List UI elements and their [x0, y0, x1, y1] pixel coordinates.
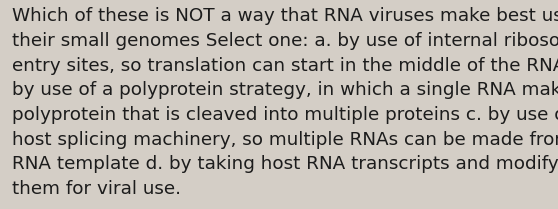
Text: Which of these is NOT a way that RNA viruses make best use of: Which of these is NOT a way that RNA vir…: [12, 7, 558, 25]
Text: polyprotein that is cleaved into multiple proteins c. by use of: polyprotein that is cleaved into multipl…: [12, 106, 558, 124]
Text: host splicing machinery, so multiple RNAs can be made from one: host splicing machinery, so multiple RNA…: [12, 131, 558, 149]
Text: RNA template d. by taking host RNA transcripts and modifying: RNA template d. by taking host RNA trans…: [12, 155, 558, 173]
Text: them for viral use.: them for viral use.: [12, 180, 181, 198]
Text: entry sites, so translation can start in the middle of the RNA b.: entry sites, so translation can start in…: [12, 57, 558, 75]
Text: by use of a polyprotein strategy, in which a single RNA makes a: by use of a polyprotein strategy, in whi…: [12, 81, 558, 99]
Text: their small genomes Select one: a. by use of internal ribosome: their small genomes Select one: a. by us…: [12, 32, 558, 50]
